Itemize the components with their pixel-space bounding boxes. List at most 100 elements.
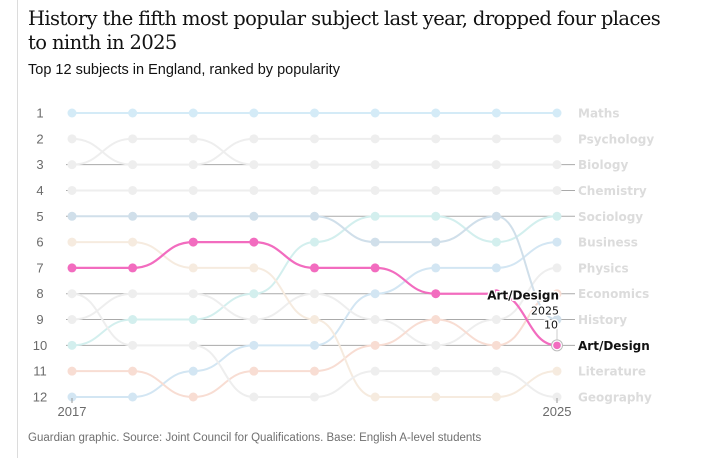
series-dot-chemistry bbox=[67, 185, 77, 195]
series-dot-business bbox=[67, 392, 77, 402]
series-dot-literature bbox=[310, 315, 319, 325]
series-dot-physics bbox=[370, 315, 380, 325]
rank-tick-label: 7 bbox=[36, 260, 43, 275]
end-labels: Maths Psychology Biology Chemistry Sociology… bbox=[578, 107, 654, 405]
series-dot-maths bbox=[188, 108, 198, 118]
series-dot-physics bbox=[491, 315, 501, 325]
rank-tick-label: 12 bbox=[33, 390, 47, 405]
series-dot-geography bbox=[67, 289, 77, 299]
year-tick-label: 2017 bbox=[58, 404, 87, 419]
series-dot-sociology bbox=[128, 315, 138, 325]
series-dot-physics bbox=[128, 289, 138, 299]
series-dot-psychology bbox=[552, 134, 562, 144]
series-dot-business bbox=[552, 237, 562, 247]
chart-title: History the fifth most popular subject l… bbox=[28, 7, 661, 54]
rank-tick-label: 1 bbox=[36, 106, 43, 121]
series-dot-chemistry bbox=[552, 185, 562, 195]
series-dot-physics bbox=[431, 340, 441, 350]
series-dot-geography bbox=[310, 392, 319, 402]
series-dot-chemistry bbox=[491, 185, 501, 195]
chart-subtitle: Top 12 subjects in England, ranked by po… bbox=[28, 62, 340, 78]
series-dots bbox=[67, 108, 562, 402]
series-dot-maths bbox=[491, 108, 501, 118]
rank-tick-label: 9 bbox=[36, 312, 43, 327]
series-dot-physics bbox=[67, 315, 77, 325]
series-dot-history bbox=[310, 211, 319, 221]
series-dot-chemistry bbox=[249, 185, 259, 195]
series-dot-chemistry bbox=[431, 185, 441, 195]
series-dot-geography bbox=[249, 392, 259, 402]
rank-tick-label: 5 bbox=[36, 209, 43, 224]
series-dot-history bbox=[370, 237, 380, 247]
series-dot-sociology bbox=[310, 237, 319, 247]
series-dot-economics bbox=[491, 340, 501, 350]
series-dot-chemistry bbox=[188, 185, 198, 195]
series-dot-art-design bbox=[491, 289, 501, 299]
series-dot-art-design bbox=[67, 263, 77, 273]
series-dot-literature bbox=[188, 263, 198, 273]
series-dot-geography bbox=[491, 366, 501, 376]
series-dot-biology bbox=[67, 160, 77, 170]
end-label: Literature bbox=[578, 365, 646, 379]
series-line-sociology bbox=[71, 215, 558, 347]
series-dot-art-design bbox=[249, 237, 259, 247]
end-label: Economics bbox=[578, 287, 649, 301]
series-dot-geography bbox=[431, 366, 441, 376]
series-dot-psychology bbox=[370, 134, 380, 144]
series-line-economics bbox=[71, 292, 558, 399]
series-dot-maths bbox=[431, 108, 441, 118]
series-dot-business bbox=[128, 392, 138, 402]
series-dot-art-design bbox=[128, 263, 138, 273]
series-dot-maths bbox=[552, 108, 562, 118]
series-dot-economics bbox=[310, 366, 319, 376]
series-dot-history bbox=[249, 211, 259, 221]
series-dot-economics bbox=[552, 289, 562, 299]
end-label: Maths bbox=[578, 107, 619, 121]
series-dot-economics bbox=[249, 366, 259, 376]
series-dot-art-design bbox=[431, 289, 441, 299]
rank-tick-label: 3 bbox=[36, 157, 43, 172]
rank-tick-label: 6 bbox=[36, 235, 43, 250]
series-dot-psychology bbox=[491, 134, 501, 144]
rank-tick-label: 10 bbox=[33, 338, 47, 353]
series-dot-psychology bbox=[188, 160, 198, 170]
series-dot-maths bbox=[249, 108, 259, 118]
series-dot-physics bbox=[249, 315, 259, 325]
series-dot-biology bbox=[552, 160, 562, 170]
series-dot-biology bbox=[491, 160, 501, 170]
annotation-subject: Art/Design bbox=[487, 289, 559, 303]
end-label: Biology bbox=[578, 158, 628, 172]
annotation-year: 2025 bbox=[531, 305, 559, 318]
series-dot-business bbox=[249, 340, 259, 350]
series-dot-economics bbox=[431, 315, 441, 325]
series-dot-business bbox=[370, 289, 380, 299]
series-dot-maths bbox=[310, 108, 319, 118]
series-dot-psychology bbox=[128, 160, 138, 170]
series-dot-economics bbox=[370, 340, 380, 350]
series-dot-literature bbox=[128, 237, 138, 247]
series-dot-business bbox=[491, 263, 501, 273]
series-dot-sociology bbox=[431, 211, 441, 221]
series-dot-history bbox=[431, 237, 441, 247]
year-axis: 2017 2025 bbox=[58, 398, 571, 419]
highlight-end-dot bbox=[553, 341, 561, 350]
series-dot-history bbox=[67, 211, 77, 221]
rank-tick-label: 4 bbox=[36, 183, 43, 198]
rank-tick-label: 8 bbox=[36, 286, 43, 301]
series-dot-physics bbox=[188, 289, 198, 299]
series-dot-biology bbox=[431, 160, 441, 170]
series-dot-business bbox=[310, 340, 319, 350]
series-dot-business bbox=[431, 263, 441, 273]
series-dot-business bbox=[188, 366, 198, 376]
series-dot-biology bbox=[370, 160, 380, 170]
series-dot-literature bbox=[370, 392, 380, 402]
series-dot-literature bbox=[431, 392, 441, 402]
series-dot-biology bbox=[310, 160, 319, 170]
series-dot-sociology bbox=[188, 315, 198, 325]
series-dot-literature bbox=[249, 263, 259, 273]
series-dot-psychology bbox=[67, 134, 77, 144]
series-dot-biology bbox=[249, 160, 259, 170]
series-dot-history bbox=[188, 211, 198, 221]
